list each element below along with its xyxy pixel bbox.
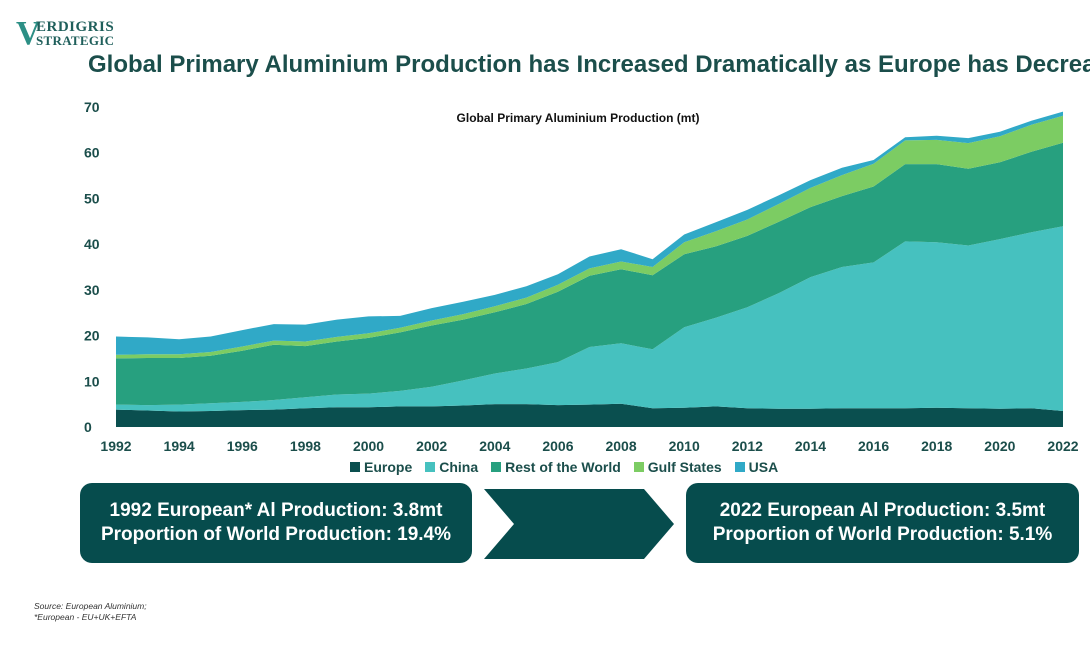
legend-item-rest-of-world: Rest of the World: [491, 459, 621, 475]
summary-2022-production: 2022 European Al Production: 3.5mt: [719, 500, 1046, 521]
legend-label-gulf-states: Gulf States: [647, 459, 722, 475]
chart-legend: Europe China Rest of the World Gulf Stat…: [350, 459, 778, 475]
chevron-right-arrow-icon: [484, 489, 674, 559]
y-tick-label: 20: [84, 328, 100, 344]
x-tick-label: 2012: [732, 438, 763, 454]
x-tick-label: 2008: [605, 438, 636, 454]
legend-label-usa: USA: [748, 459, 779, 475]
y-tick-label: 70: [84, 99, 100, 115]
area-series-europe: [116, 403, 1063, 427]
summary-1992-box: 1992 European* Al Production: 3.8mt Prop…: [80, 483, 472, 563]
summary-2022-proportion: Proportion of World Production: 5.1%: [712, 524, 1053, 545]
legend-swatch-gulf-states: [633, 462, 644, 472]
legend-swatch-europe: [350, 462, 360, 472]
x-tick-label: 2018: [921, 438, 952, 454]
area-series-china: [116, 226, 1063, 412]
legend-item-usa: USA: [734, 459, 779, 475]
source-line: Source: European Aluminium;: [34, 601, 147, 611]
y-tick-label: 0: [84, 419, 92, 435]
y-tick-label: 10: [84, 373, 100, 389]
legend-item-europe: Europe: [350, 459, 412, 475]
legend-label-europe: Europe: [364, 459, 413, 475]
y-tick-label: 30: [84, 282, 100, 298]
y-tick-label: 40: [84, 236, 100, 252]
logo-mark: V: [16, 15, 41, 52]
logo-line-2: STRATEGIC: [36, 33, 115, 48]
legend-label-china: China: [439, 459, 479, 475]
stacked-area-chart: Global Primary Aluminium Production (mt)…: [84, 99, 1079, 454]
source-note: Source: European Aluminium; *European - …: [34, 601, 147, 623]
x-tick-label: 1994: [164, 438, 195, 454]
page-title: Global Primary Aluminium Production has …: [88, 51, 1090, 78]
x-tick-label: 2010: [669, 438, 700, 454]
x-tick-label: 2002: [416, 438, 447, 454]
legend-swatch-china: [425, 462, 436, 472]
x-tick-label: 2022: [1047, 438, 1078, 454]
x-tick-label: 2020: [984, 438, 1015, 454]
legend-swatch-rest-of-world: [491, 462, 502, 472]
x-tick-label: 2016: [858, 438, 889, 454]
chart-title: Global Primary Aluminium Production (mt): [457, 111, 700, 125]
logo-line-1: ERDIGRIS: [36, 19, 115, 35]
x-tick-label: 1996: [227, 438, 258, 454]
footnote-line: *European - EU+UK+EFTA: [34, 612, 137, 622]
summary-2022-box: 2022 European Al Production: 3.5mt Propo…: [686, 483, 1079, 563]
x-tick-label: 2014: [795, 438, 826, 454]
x-tick-label: 1992: [100, 438, 131, 454]
summary-1992-proportion: Proportion of World Production: 19.4%: [100, 524, 452, 545]
y-tick-label: 60: [84, 145, 100, 161]
x-tick-label: 1998: [290, 438, 321, 454]
legend-swatch-usa: [734, 462, 745, 472]
x-tick-label: 2000: [353, 438, 384, 454]
legend-item-china: China: [425, 459, 478, 475]
area-series-rest-of-the-world: [116, 142, 1063, 406]
summary-1992-production: 1992 European* Al Production: 3.8mt: [109, 500, 443, 521]
legend-label-rest-of-world: Rest of the World: [505, 459, 621, 475]
y-tick-label: 50: [84, 190, 100, 206]
x-tick-label: 2006: [542, 438, 573, 454]
legend-item-gulf-states: Gulf States: [633, 459, 722, 475]
verdigris-logo: V ERDIGRIS STRATEGIC: [16, 15, 126, 52]
x-tick-label: 2004: [479, 438, 510, 454]
